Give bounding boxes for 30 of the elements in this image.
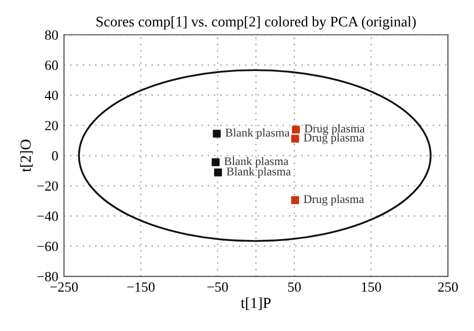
y-tick-label: 20 bbox=[45, 120, 58, 130]
point bbox=[212, 158, 220, 166]
x-axis-title: t[1]P bbox=[240, 297, 271, 310]
x-tick-label: 150 bbox=[362, 282, 382, 292]
x-tick-label: 250 bbox=[438, 282, 458, 292]
y-tick-label: 60 bbox=[45, 60, 58, 70]
y-tick-label: 80 bbox=[45, 30, 58, 40]
point bbox=[291, 196, 300, 204]
annotation: Blank plasma bbox=[225, 128, 290, 140]
y-tick-label: −40 bbox=[37, 212, 58, 221]
x-tick-label: −250 bbox=[50, 282, 78, 292]
x-tick-label: −150 bbox=[127, 282, 155, 292]
x-tick-label: −50 bbox=[207, 282, 228, 292]
y-tick-label: −20 bbox=[37, 181, 58, 191]
point bbox=[212, 130, 221, 138]
y-tick-label: 0 bbox=[52, 151, 58, 161]
point bbox=[214, 168, 222, 176]
y-tick-label: −80 bbox=[37, 272, 58, 282]
point bbox=[292, 126, 300, 134]
x-tick-label: 50 bbox=[288, 282, 301, 292]
annotation: Blank plasma bbox=[224, 156, 288, 168]
y-tick-label: −60 bbox=[37, 242, 58, 252]
annotation: Drug plasma bbox=[304, 124, 365, 135]
annotation: Blank plasma bbox=[226, 167, 291, 178]
y-tick-label: 40 bbox=[44, 90, 58, 100]
chart-title: Scores comp[1] vs. comp[2] colored by PCA (original) bbox=[96, 16, 416, 30]
annotation: Drug plasma bbox=[304, 133, 364, 144]
annotation: Drug plasma bbox=[304, 194, 364, 206]
y-axis-title: t[2]O bbox=[20, 140, 33, 172]
point bbox=[291, 134, 300, 143]
